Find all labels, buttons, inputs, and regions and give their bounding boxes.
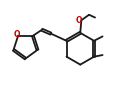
Text: O: O [14,30,20,39]
Text: O: O [76,16,82,25]
